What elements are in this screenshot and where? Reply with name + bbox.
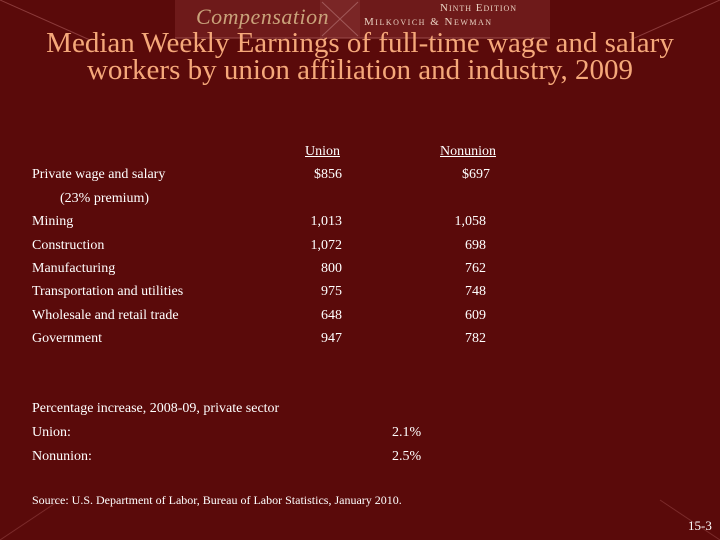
union-value: 1,013: [310, 214, 343, 229]
increase-nonunion-label: Nonunion:: [32, 449, 92, 464]
nonunion-value: 1,058: [454, 214, 487, 229]
nonunion-value: $697: [462, 167, 490, 182]
union-value: 947: [321, 331, 342, 346]
union-value: 1,072: [310, 238, 343, 253]
nonunion-value: 698: [465, 238, 486, 253]
row-label: Wholesale and retail trade: [32, 308, 179, 323]
edition-label: Ninth Edition: [440, 2, 518, 14]
increase-nonunion-value: 2.5%: [392, 449, 422, 464]
page-number: 15-3: [688, 518, 712, 533]
union-value: 800: [321, 261, 342, 276]
nonunion-value: 762: [465, 261, 486, 276]
row-label: Mining: [32, 214, 74, 229]
premium-note: (23% premium): [60, 191, 150, 206]
union-value: $856: [314, 167, 342, 182]
increase-union-label: Union:: [32, 425, 71, 440]
slide-title: Median Weekly Earnings of full-time wage…: [46, 27, 674, 86]
row-label: Transportation and utilities: [32, 284, 184, 299]
row-label: Construction: [32, 238, 105, 253]
nonunion-value: 782: [465, 331, 486, 346]
header-banner: [175, 0, 550, 39]
increase-heading: Percentage increase, 2008-09, private se…: [32, 401, 280, 416]
nonunion-value: 748: [465, 284, 486, 299]
union-value: 648: [321, 308, 342, 323]
union-value: 975: [321, 284, 342, 299]
nonunion-value: 609: [465, 308, 486, 323]
authors-label: Milkovich & Newman: [364, 16, 493, 28]
column-header-nonunion: Nonunion: [440, 144, 496, 159]
row-label: Private wage and salary: [32, 167, 166, 182]
source-note: Source: U.S. Department of Labor, Bureau…: [32, 493, 402, 507]
row-label: Manufacturing: [32, 261, 116, 276]
row-label: Government: [32, 331, 102, 346]
column-header-union: Union: [305, 144, 340, 159]
brand-logo: Compensation: [196, 4, 330, 29]
increase-union-value: 2.1%: [392, 425, 422, 440]
